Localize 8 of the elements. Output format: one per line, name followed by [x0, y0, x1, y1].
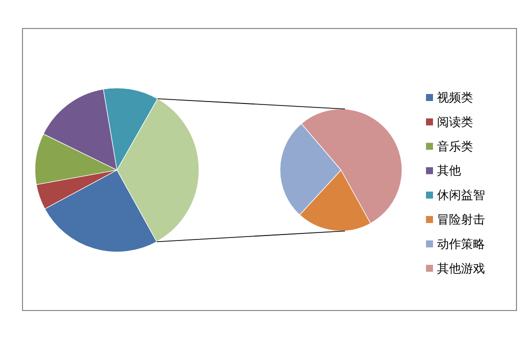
legend-label: 其他游戏 [437, 261, 485, 276]
legend-label: 冒险射击 [437, 212, 485, 226]
legend-label: 阅读类 [437, 114, 473, 129]
legend-label: 音乐类 [437, 139, 473, 154]
legend-label: 其他 [437, 164, 461, 178]
legend-label: 动作策略 [437, 236, 485, 251]
legend-label: 休闲益智 [437, 188, 485, 202]
legend-label: 视频类 [437, 90, 473, 104]
